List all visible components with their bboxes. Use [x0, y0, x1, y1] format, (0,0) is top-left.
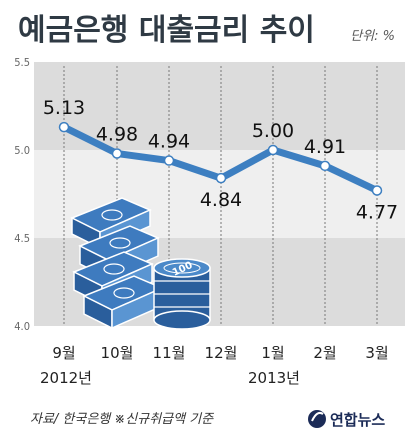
coin-stack-icon: 100 — [153, 258, 211, 330]
y-tick-label: 5.0 — [14, 144, 30, 157]
brand-label: 연합뉴스 — [330, 411, 385, 429]
banknote-stack-icon — [70, 197, 164, 330]
data-label: 4.94 — [148, 131, 190, 153]
data-label: 5.13 — [43, 97, 85, 119]
money-illustration: 100 — [70, 197, 211, 330]
y-axis: 5.5 5.0 4.5 4.0 — [14, 56, 30, 333]
data-label: 4.91 — [304, 136, 346, 158]
x-axis: 9월 10월 11월 12월 1월 2월 3월 — [52, 344, 388, 362]
data-point — [371, 185, 383, 196]
yonhap-logo-icon — [308, 410, 326, 428]
x-tick-label: 11월 — [153, 344, 186, 362]
data-point — [111, 148, 123, 159]
data-label: 5.00 — [252, 120, 294, 142]
data-point — [58, 121, 70, 133]
x-tick-label: 10월 — [101, 344, 134, 362]
x-tick-label: 1월 — [261, 344, 284, 362]
data-point — [319, 160, 331, 172]
data-point — [267, 144, 279, 156]
data-point — [215, 172, 227, 184]
chart-title: 예금은행 대출금리 추이 — [18, 13, 315, 48]
data-label: 4.84 — [200, 189, 242, 211]
y-tick-label: 5.5 — [14, 56, 30, 69]
plot-band — [34, 62, 405, 150]
x-tick-label: 3월 — [365, 344, 388, 362]
y-tick-label: 4.5 — [14, 232, 30, 245]
x-tick-label: 12월 — [205, 344, 238, 362]
year-label-2013: 2013년 — [248, 369, 300, 387]
x-tick-label: 9월 — [52, 344, 75, 362]
unit-label: 단위: % — [350, 29, 395, 44]
data-point — [163, 155, 175, 166]
data-labels: 5.13 4.98 4.94 4.84 5.00 4.91 4.77 — [43, 97, 398, 223]
series-line — [58, 121, 383, 196]
x-tick-label: 2월 — [313, 344, 336, 362]
year-label-2012: 2012년 — [40, 369, 92, 387]
data-label: 4.77 — [356, 201, 398, 223]
yonhap-logo: 연합뉴스 — [308, 410, 385, 429]
source-note: 자료/ 한국은행 ※신규취급액 기준 — [30, 412, 214, 427]
y-tick-label: 4.0 — [14, 320, 30, 333]
data-label: 4.98 — [96, 124, 138, 146]
